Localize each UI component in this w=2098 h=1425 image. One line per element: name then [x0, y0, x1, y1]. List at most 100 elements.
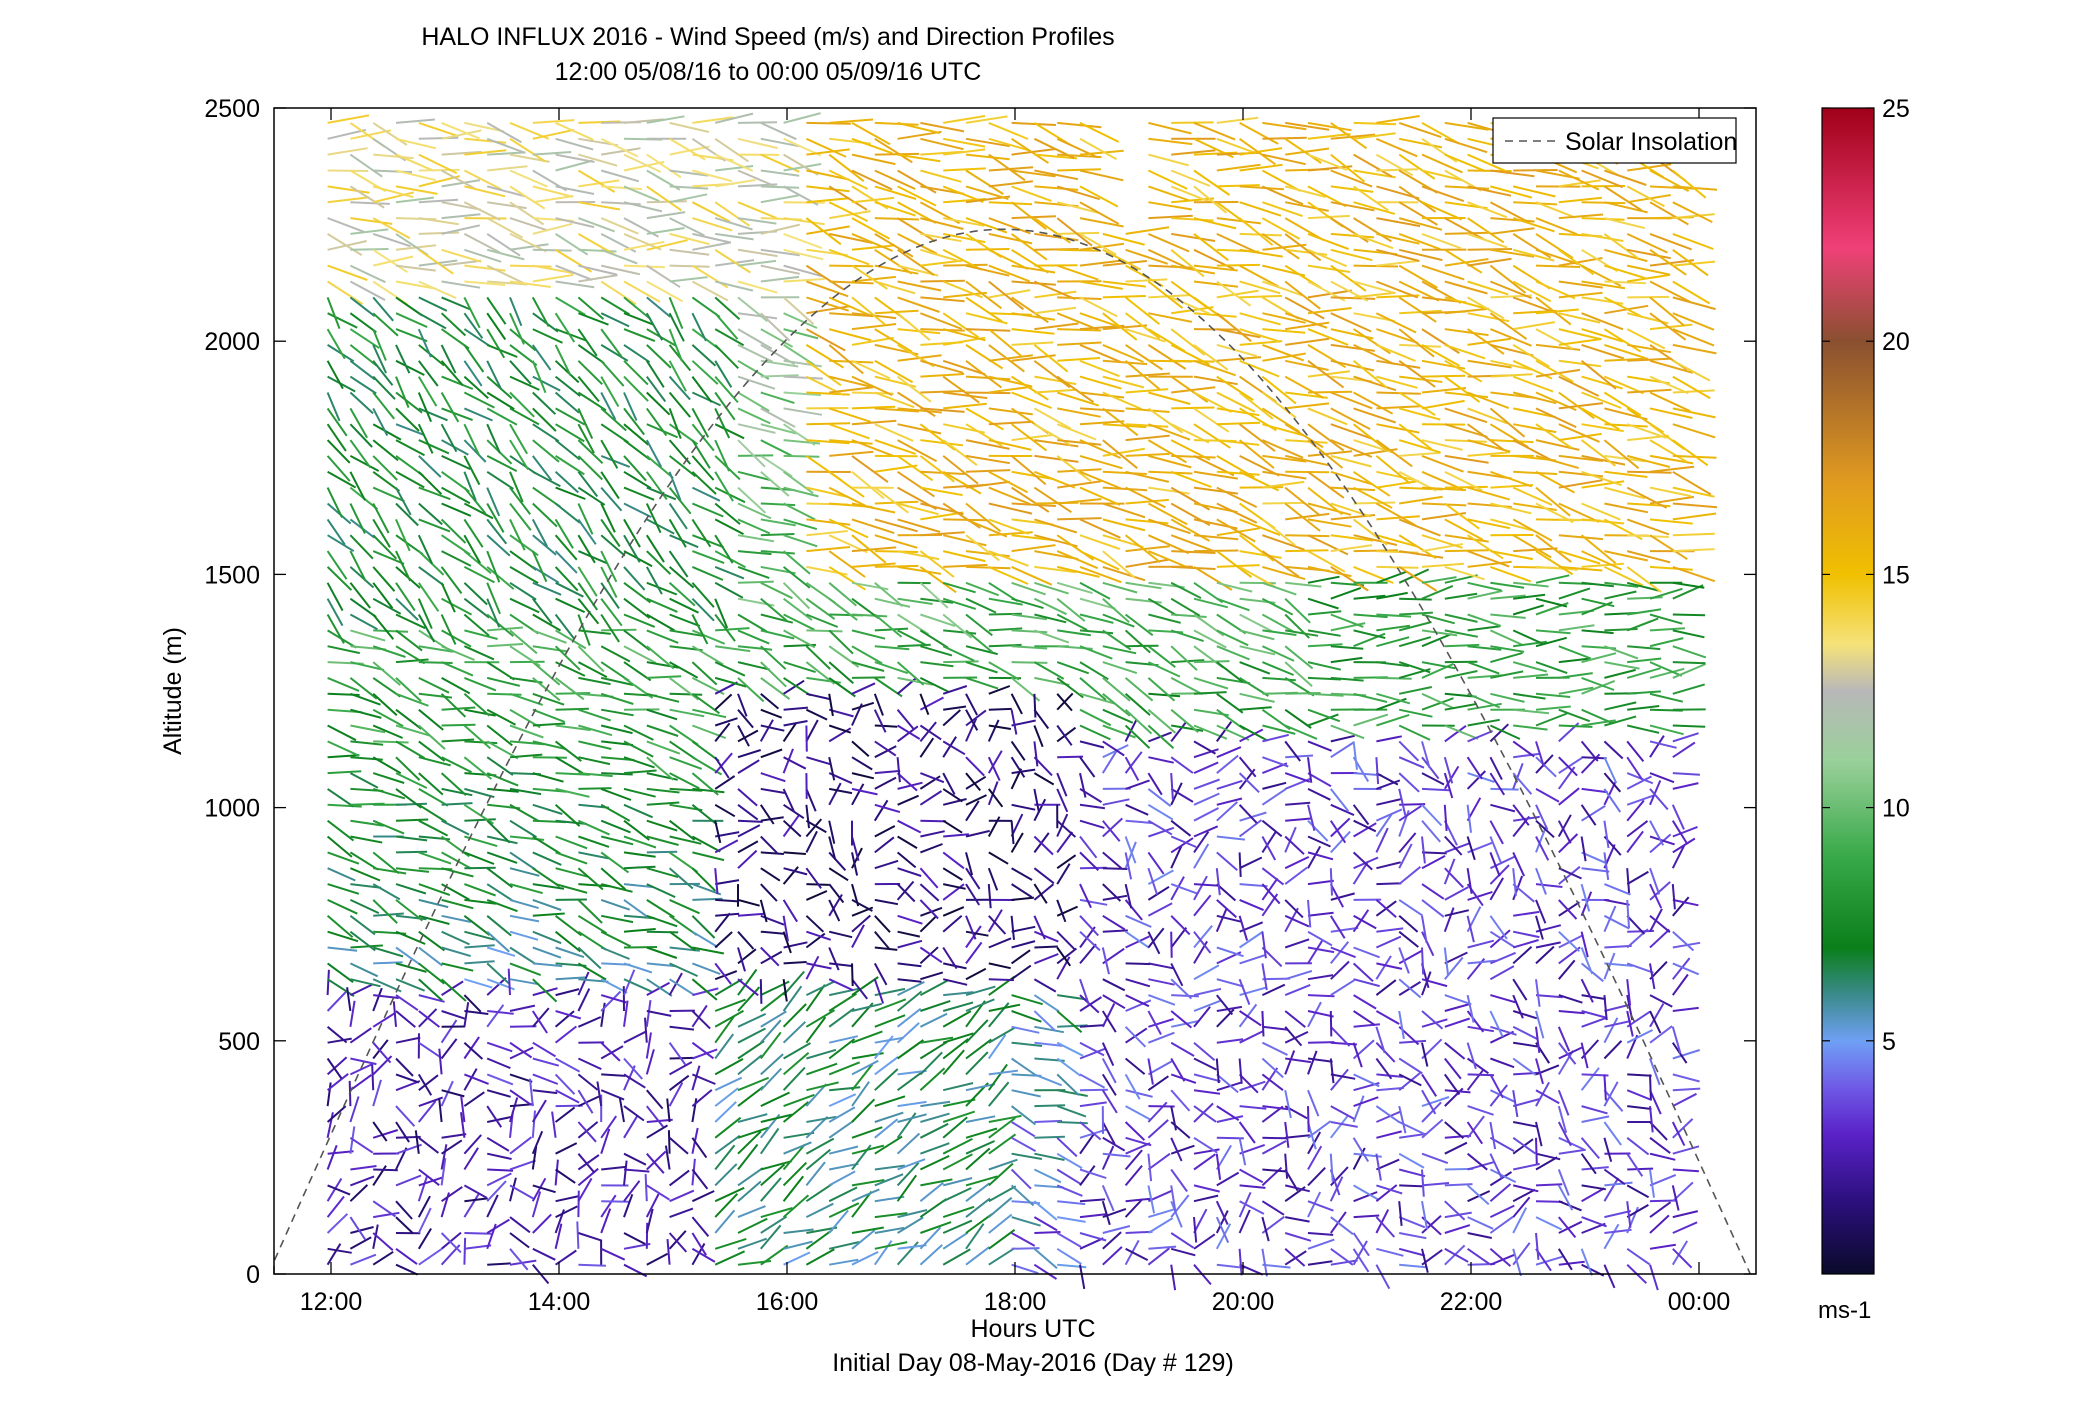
- wind-barb: [942, 946, 958, 970]
- wind-barb: [965, 1019, 989, 1044]
- wind-barb: [1079, 420, 1125, 426]
- wind-barb: [1261, 391, 1297, 419]
- wind-barb: [554, 471, 579, 494]
- wind-barb: [897, 280, 942, 292]
- wind-barb: [440, 392, 460, 423]
- wind-barb: [1125, 486, 1166, 509]
- wind-barb: [965, 407, 1004, 431]
- wind-barb: [1489, 836, 1502, 863]
- wind-barb: [1079, 1198, 1106, 1203]
- wind-barb: [1284, 677, 1315, 697]
- wind-barb: [1444, 470, 1483, 492]
- wind-barb: [372, 503, 390, 534]
- wind-barb: [623, 185, 660, 203]
- wind-barb: [1171, 613, 1207, 618]
- wind-barb: [919, 867, 939, 889]
- wind-barb: [783, 1131, 815, 1139]
- wind-barb: [1399, 1039, 1427, 1044]
- wind-barb: [1603, 1081, 1619, 1107]
- wind-barb: [463, 534, 481, 564]
- wind-barb: [668, 566, 695, 589]
- wind-barb: [1421, 804, 1443, 827]
- wind-barb: [943, 660, 979, 664]
- wind-barb: [851, 1188, 880, 1203]
- wind-barb: [1421, 1201, 1428, 1230]
- wind-barb: [372, 486, 405, 503]
- wind-barb: [1375, 1184, 1398, 1202]
- wind-barb: [441, 201, 481, 211]
- wind-barb: [646, 1124, 669, 1139]
- wind-barb: [327, 962, 354, 984]
- wind-barb: [1649, 661, 1683, 677]
- wind-barb: [920, 486, 963, 497]
- wind-barb: [897, 518, 941, 533]
- wind-barb: [1489, 772, 1506, 796]
- wind-barb: [509, 898, 539, 910]
- wind-barb: [919, 455, 955, 483]
- wind-barb: [1489, 423, 1529, 448]
- wind-barb: [326, 835, 353, 858]
- wind-barb: [327, 280, 364, 305]
- wind-barb: [1284, 423, 1324, 449]
- wind-barb: [532, 722, 566, 727]
- wind-barb: [577, 614, 591, 646]
- wind-barb: [714, 328, 745, 347]
- wind-barb: [668, 1082, 684, 1107]
- wind-barb: [1307, 534, 1349, 556]
- wind-barb: [350, 835, 383, 844]
- wind-barb: [1102, 1231, 1122, 1250]
- wind-barb: [350, 692, 381, 706]
- wind-barb: [806, 1048, 837, 1060]
- wind-barb: [1466, 1042, 1477, 1070]
- wind-barb: [965, 312, 1008, 325]
- wind-barb: [1170, 1194, 1190, 1218]
- wind-barb: [486, 756, 514, 776]
- wind-barb: [828, 597, 858, 621]
- wind-barb: [1307, 804, 1316, 832]
- wind-barb: [372, 328, 387, 361]
- wind-barb: [1513, 581, 1549, 588]
- wind-barb: [1124, 1073, 1141, 1100]
- wind-barb: [737, 725, 750, 747]
- wind-barb: [1125, 1230, 1153, 1234]
- wind-barb: [1125, 1136, 1152, 1147]
- wind-barb: [1672, 328, 1715, 347]
- wind-barb: [441, 962, 474, 972]
- wind-barb: [441, 597, 473, 616]
- wind-barb: [349, 1027, 372, 1044]
- wind-barb: [942, 581, 976, 594]
- wind-barb: [668, 582, 696, 607]
- wind-barb: [873, 978, 885, 1004]
- wind-barb: [1604, 883, 1631, 896]
- wind-barb: [1239, 898, 1264, 912]
- wind-barb: [1193, 761, 1219, 775]
- wind-barb: [1056, 1041, 1084, 1057]
- wind-barb: [1649, 963, 1656, 990]
- wind-barb: [327, 264, 368, 281]
- wind-barb: [669, 1207, 694, 1219]
- wind-barb: [873, 962, 888, 986]
- wind-barb: [440, 360, 464, 386]
- wind-barb: [1444, 886, 1469, 901]
- wind-barb: [1604, 264, 1646, 280]
- wind-barb: [897, 248, 935, 276]
- wind-barb: [486, 708, 516, 726]
- wind-barb: [509, 645, 541, 667]
- wind-barb: [1170, 534, 1214, 552]
- wind-barb: [942, 914, 963, 933]
- wind-barb: [1262, 121, 1307, 131]
- wind-barb: [326, 1177, 343, 1202]
- wind-barb: [1398, 439, 1441, 454]
- wind-barb: [1376, 168, 1419, 172]
- wind-barb: [1147, 1075, 1169, 1092]
- wind-barb: [1216, 439, 1260, 446]
- wind-barb: [1238, 852, 1242, 877]
- wind-barb: [1376, 343, 1416, 362]
- wind-barb: [464, 280, 506, 286]
- wind-barb: [509, 1248, 529, 1271]
- wind-barb: [463, 296, 481, 329]
- wind-barb: [988, 328, 1024, 358]
- wind-barb: [414, 1130, 420, 1154]
- wind-barb: [601, 1200, 629, 1203]
- wind-barb: [851, 836, 860, 862]
